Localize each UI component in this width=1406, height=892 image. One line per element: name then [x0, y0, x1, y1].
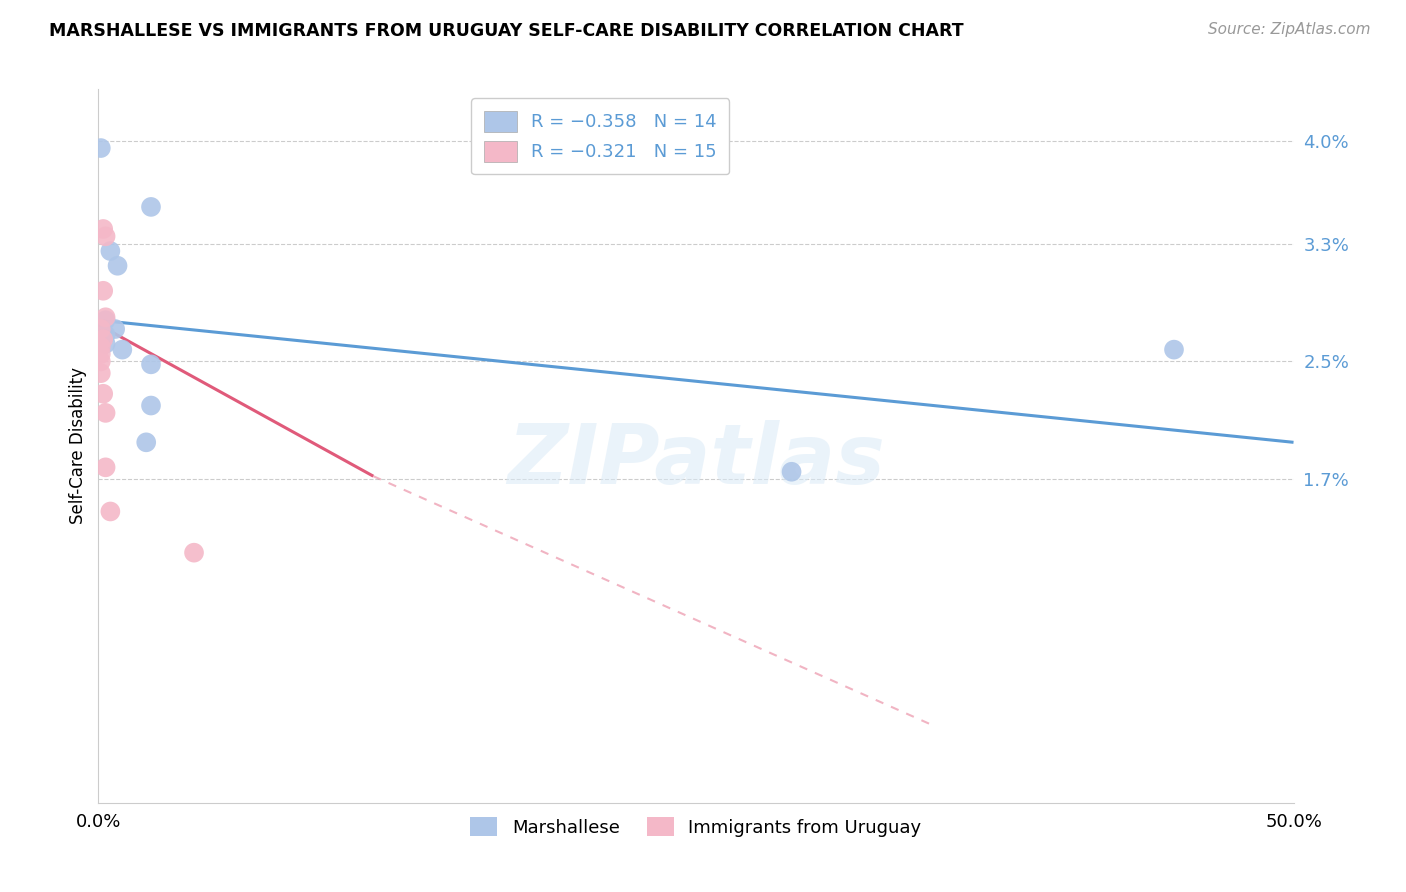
Point	[94, 406, 117, 420]
Point	[139, 200, 162, 214]
Text: ZIPatlas: ZIPatlas	[508, 420, 884, 500]
Point	[94, 460, 117, 475]
Point	[139, 399, 162, 413]
Point	[91, 284, 114, 298]
Point	[90, 141, 112, 155]
Point	[98, 244, 122, 258]
Point	[94, 336, 117, 351]
Point	[183, 546, 205, 560]
Point	[139, 357, 162, 371]
Point	[91, 332, 114, 346]
Point	[111, 343, 134, 357]
Point	[90, 347, 112, 361]
Legend: Marshallese, Immigrants from Uruguay: Marshallese, Immigrants from Uruguay	[463, 810, 929, 844]
Point	[90, 340, 112, 354]
Point	[1163, 343, 1185, 357]
Text: MARSHALLESE VS IMMIGRANTS FROM URUGUAY SELF-CARE DISABILITY CORRELATION CHART: MARSHALLESE VS IMMIGRANTS FROM URUGUAY S…	[49, 22, 965, 40]
Text: Source: ZipAtlas.com: Source: ZipAtlas.com	[1208, 22, 1371, 37]
Y-axis label: Self-Care Disability: Self-Care Disability	[69, 368, 87, 524]
Point	[90, 366, 112, 380]
Point	[98, 504, 122, 518]
Point	[780, 465, 803, 479]
Point	[94, 327, 117, 342]
Point	[94, 229, 117, 244]
Point	[91, 386, 114, 401]
Point	[90, 354, 112, 368]
Point	[90, 322, 112, 336]
Point	[94, 310, 117, 325]
Point	[107, 259, 129, 273]
Point	[94, 313, 117, 327]
Point	[91, 222, 114, 236]
Point	[104, 322, 127, 336]
Point	[135, 435, 157, 450]
